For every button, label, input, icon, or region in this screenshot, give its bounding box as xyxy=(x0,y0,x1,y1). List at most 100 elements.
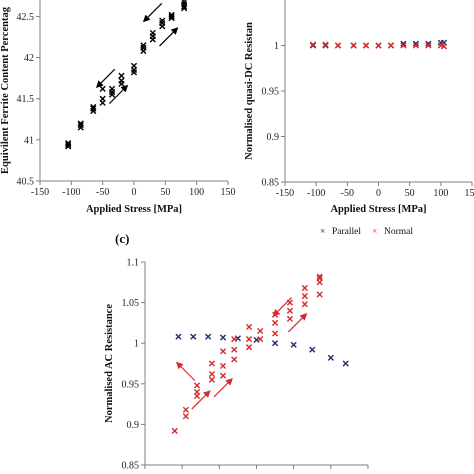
data-point xyxy=(171,427,178,434)
y-tick-label: 0.95 xyxy=(262,87,280,98)
arrow-annotation xyxy=(287,313,308,333)
arrow-annotation xyxy=(191,390,211,410)
data-point xyxy=(181,3,188,10)
data-point xyxy=(342,360,349,367)
data-point xyxy=(219,348,227,355)
data-point xyxy=(290,341,297,348)
legend-marker-normal: × xyxy=(372,227,377,237)
data-point xyxy=(219,334,227,341)
data-point xyxy=(219,362,227,370)
series-normal xyxy=(171,273,323,434)
data-point xyxy=(130,66,138,74)
series-s0 xyxy=(65,0,188,150)
panel-c: 0.85 0.9 0.95 1 1.05 1.1 Normalised AC Resista… xyxy=(104,258,369,472)
data-point xyxy=(140,42,147,49)
x-tick-label: 0 xyxy=(132,187,137,198)
data-point xyxy=(77,121,84,129)
y-tick-label: 1 xyxy=(274,41,279,52)
legend-marker-parallel: × xyxy=(320,227,325,237)
data-point xyxy=(65,141,72,148)
data-point xyxy=(108,89,116,96)
data-point xyxy=(231,356,238,363)
data-point xyxy=(350,42,357,49)
data-point xyxy=(182,413,189,420)
x-tick-label: -100 xyxy=(62,187,80,198)
data-point xyxy=(412,40,419,47)
data-point xyxy=(425,40,432,47)
series-normal xyxy=(309,41,448,50)
y-tick-label: 42 xyxy=(24,53,34,64)
data-point xyxy=(257,336,264,343)
y-tick-label: 41.5 xyxy=(17,94,35,105)
data-point xyxy=(257,327,264,335)
data-point xyxy=(175,333,182,340)
x-tick-label: -100 xyxy=(307,188,325,199)
y-axis-title: Normalised AC Resistance xyxy=(104,304,115,423)
y-tick-label: 0.85 xyxy=(122,461,140,472)
data-point xyxy=(245,323,253,331)
data-point xyxy=(90,105,97,112)
legend-item-normal: × Normal xyxy=(372,227,413,237)
data-point xyxy=(77,120,84,127)
data-point xyxy=(159,19,166,27)
data-point xyxy=(375,42,382,49)
data-point xyxy=(286,315,294,322)
y-tick-label: 1.05 xyxy=(122,298,140,309)
data-point xyxy=(181,0,188,5)
x-tick-label: -150 xyxy=(276,188,294,199)
x-tick-label: 50 xyxy=(160,187,170,198)
data-point xyxy=(316,275,323,282)
data-point xyxy=(322,41,329,48)
arrow-annotation xyxy=(213,378,233,398)
data-point xyxy=(182,406,189,413)
data-point xyxy=(193,388,201,396)
y-tick-label: 0.9 xyxy=(127,420,140,431)
data-point xyxy=(65,140,72,147)
arrow-annotation xyxy=(272,297,292,317)
y-tick-label: 1.1 xyxy=(127,258,140,269)
x-tick-label: 100 xyxy=(189,187,204,198)
data-point xyxy=(245,344,253,351)
data-point xyxy=(286,307,294,314)
data-point xyxy=(118,77,125,84)
data-point xyxy=(219,372,227,379)
data-point xyxy=(108,91,116,98)
series-parallel xyxy=(175,333,349,367)
data-point xyxy=(362,42,370,49)
data-point xyxy=(327,354,334,361)
data-point xyxy=(99,85,106,92)
data-point xyxy=(271,319,279,326)
y-tick-label: 0.95 xyxy=(122,379,140,390)
y-tick-label: 1 xyxy=(134,339,139,350)
panel-c-tag: (c) xyxy=(115,231,129,246)
data-point xyxy=(316,273,323,280)
data-point xyxy=(208,360,215,367)
data-point xyxy=(149,33,156,40)
legend-label-normal: Normal xyxy=(384,227,413,237)
data-point xyxy=(316,291,323,298)
data-point xyxy=(425,42,432,49)
x-tick-label: 150 xyxy=(465,188,474,199)
y-axis-title: Normalised quasi-DC Resistan xyxy=(244,22,255,160)
data-point xyxy=(231,346,238,353)
x-tick-label: 50 xyxy=(405,188,415,199)
y-tick-label: 0.85 xyxy=(262,178,280,189)
data-point xyxy=(231,336,238,343)
y-tick-label: 41 xyxy=(24,135,34,146)
data-point xyxy=(140,44,147,51)
x-tick-label: -50 xyxy=(341,188,354,199)
legend-label-parallel: Parallel xyxy=(332,227,361,237)
x-tick-label: 100 xyxy=(433,188,448,199)
arrow-annotation xyxy=(95,68,116,89)
data-point xyxy=(245,336,253,343)
panel-a: -150 -100 -50 0 50 100 150 40.5 41 41.5 42 42.5 Appl… xyxy=(0,0,236,215)
data-point xyxy=(99,95,106,102)
data-point xyxy=(271,340,279,347)
y-tick-label: 42.5 xyxy=(17,12,35,23)
data-point xyxy=(208,370,215,378)
x-tick-label: -150 xyxy=(31,187,49,198)
data-point xyxy=(334,42,342,49)
data-point xyxy=(159,17,166,24)
arrow-annotation xyxy=(108,84,129,105)
